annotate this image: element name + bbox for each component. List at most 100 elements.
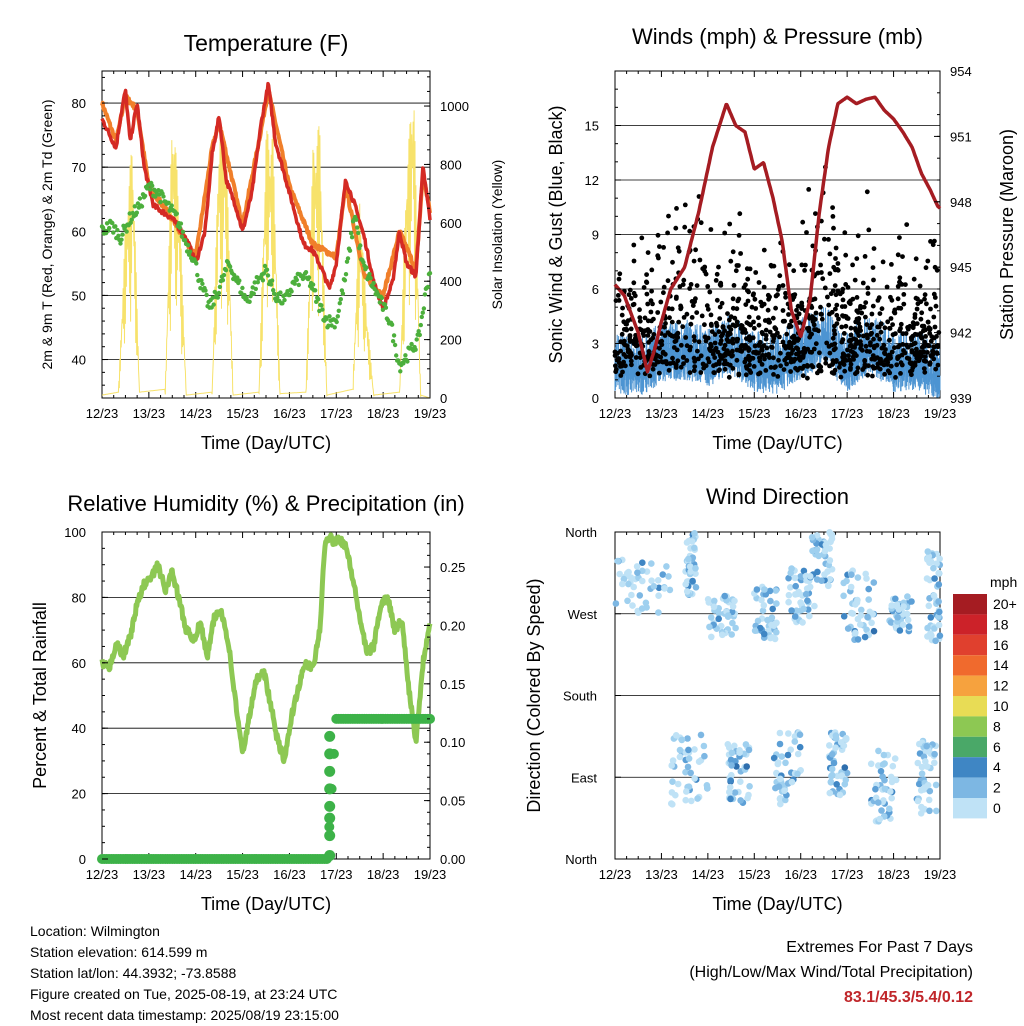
gust-point xyxy=(796,320,802,325)
gust-point xyxy=(818,304,823,310)
y-tick-label: 80 xyxy=(72,96,86,111)
direction-point xyxy=(773,629,780,636)
direction-point xyxy=(892,776,900,784)
gust-point xyxy=(839,339,845,345)
gust-point xyxy=(862,358,868,363)
y-tick-label-right: 0.25 xyxy=(440,560,465,575)
gust-point xyxy=(724,361,730,367)
gust-point xyxy=(743,372,749,378)
x-axis-label: Time (Day/UTC) xyxy=(712,894,842,914)
gust-point xyxy=(655,232,661,238)
gust-point xyxy=(890,322,895,327)
dewpoint-point xyxy=(142,193,148,199)
y-tick-label: 15 xyxy=(585,119,599,134)
dewpoint-point xyxy=(232,272,237,278)
dewpoint-point xyxy=(358,243,363,248)
gust-point xyxy=(832,283,838,288)
direction-point xyxy=(935,581,943,588)
gust-point xyxy=(935,362,941,368)
x-tick-label: 13/23 xyxy=(133,867,166,882)
gust-point xyxy=(644,291,650,297)
direction-point xyxy=(892,595,899,603)
gust-point xyxy=(621,319,627,325)
gust-point xyxy=(832,323,837,329)
gust-point xyxy=(717,304,723,310)
gust-point xyxy=(860,280,866,286)
direction-point xyxy=(784,751,792,759)
gust-point xyxy=(898,360,904,366)
direction-point xyxy=(825,582,832,589)
direction-point xyxy=(726,788,733,796)
gust-point xyxy=(800,366,805,371)
y-tick-label: 20 xyxy=(72,787,86,802)
direction-point xyxy=(854,636,862,643)
gust-point xyxy=(777,334,782,340)
dewpoint-point xyxy=(413,347,418,352)
x-tick-label: 15/23 xyxy=(226,867,259,882)
y-tick-label-right: 200 xyxy=(440,333,462,348)
colorbar-swatch xyxy=(953,655,987,676)
gust-point xyxy=(813,310,819,316)
direction-point xyxy=(796,731,804,738)
direction-point xyxy=(927,630,934,637)
gust-point xyxy=(767,329,773,335)
y-tick-label-right: 0 xyxy=(440,391,447,406)
direction-point xyxy=(915,780,923,788)
gust-point xyxy=(694,283,700,288)
direction-point xyxy=(889,762,897,770)
gust-point xyxy=(726,374,732,380)
direction-point xyxy=(707,614,715,621)
gust-point xyxy=(778,350,783,356)
gust-point xyxy=(912,331,918,337)
gust-point xyxy=(780,283,786,288)
gust-point xyxy=(921,366,927,371)
gust-point xyxy=(911,341,917,347)
gust-point xyxy=(853,371,858,377)
gust-point xyxy=(854,295,860,300)
y-tick-label-right: 0.15 xyxy=(440,677,465,692)
dewpoint-point xyxy=(227,264,233,269)
gust-point xyxy=(753,270,759,275)
gust-point xyxy=(644,272,649,277)
gust-point xyxy=(919,335,925,341)
gust-point xyxy=(778,363,783,369)
gust-point xyxy=(892,345,897,351)
gust-point xyxy=(788,359,794,365)
dewpoint-point xyxy=(107,225,112,231)
gust-point xyxy=(661,290,666,296)
gust-point xyxy=(680,355,686,360)
direction-point xyxy=(895,606,903,613)
gust-point xyxy=(641,285,647,290)
gust-point xyxy=(833,292,839,298)
x-tick-label: 12/23 xyxy=(86,867,119,882)
dewpoint-point xyxy=(200,281,205,286)
x-tick-label: 14/23 xyxy=(692,867,725,882)
gust-point xyxy=(865,285,871,291)
direction-point xyxy=(636,592,644,599)
gust-point xyxy=(922,339,927,345)
gust-point xyxy=(637,307,642,313)
dewpoint-point xyxy=(161,194,166,199)
gust-point xyxy=(702,264,708,270)
x-tick-label: 19/23 xyxy=(924,406,957,421)
direction-point xyxy=(757,624,764,632)
x-tick-label: 15/23 xyxy=(738,406,771,421)
x-tick-label: 12/23 xyxy=(599,406,632,421)
dewpoint-point xyxy=(327,314,332,319)
gust-point xyxy=(749,355,754,361)
direction-point xyxy=(686,563,694,570)
gust-point xyxy=(911,322,917,328)
y-tick-label: 3 xyxy=(592,337,599,352)
gust-point xyxy=(682,202,688,208)
gust-point xyxy=(843,282,849,287)
gust-point xyxy=(669,306,675,312)
gust-point xyxy=(703,363,709,369)
direction-point xyxy=(682,796,689,804)
gust-point xyxy=(669,319,675,325)
gust-point xyxy=(784,331,790,337)
x-tick-label: 19/23 xyxy=(414,406,447,421)
direction-point xyxy=(914,759,922,767)
dewpoint-point xyxy=(405,359,410,364)
y-tick-label-right: 954 xyxy=(950,64,972,79)
gust-point xyxy=(794,351,799,357)
